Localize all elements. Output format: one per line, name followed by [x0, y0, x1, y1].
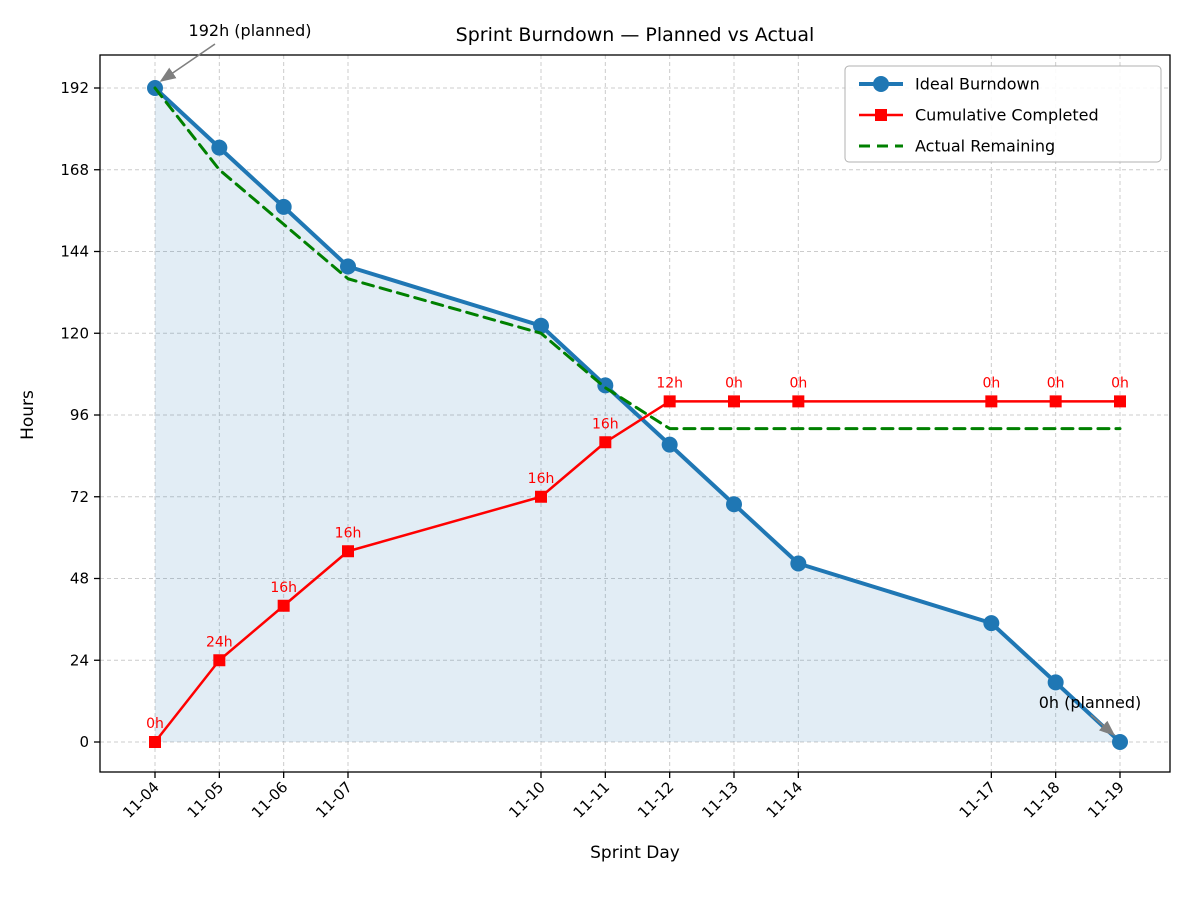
cumulative-completed-marker: [535, 490, 547, 503]
y-tick-label: 168: [60, 161, 89, 179]
cumulative-completed-point-label: 0h: [1047, 375, 1065, 391]
x-tick-label: 11-17: [956, 778, 1000, 822]
y-tick-label: 72: [70, 488, 89, 506]
legend-marker-square: [875, 109, 887, 121]
chart-title: Sprint Burndown — Planned vs Actual: [455, 24, 815, 46]
cumulative-completed-point-label: 0h: [146, 716, 164, 732]
cumulative-completed-marker: [149, 736, 161, 748]
legend-label: Ideal Burndown: [915, 75, 1040, 94]
actual-remaining-line: [153, 86, 1122, 431]
cumulative-completed-marker: [1049, 395, 1062, 408]
ideal-burndown-marker: [790, 555, 807, 572]
y-tick-label: 96: [70, 406, 89, 424]
annotation-arrow: [159, 43, 216, 82]
cumulative-completed-point-label: 16h: [528, 471, 555, 487]
ideal-burndown-marker: [1112, 734, 1128, 750]
x-tick-label: 11-11: [570, 778, 614, 822]
x-tick-label: 11-10: [505, 778, 549, 822]
y-tick-label: 24: [70, 651, 89, 669]
cumulative-completed-marker: [792, 395, 805, 408]
cumulative-completed-marker: [599, 436, 612, 449]
cumulative-completed-point-label: 16h: [592, 416, 619, 432]
x-tick-label: 11-07: [312, 778, 356, 822]
y-tick-label: 144: [60, 243, 89, 261]
x-tick-label: 11-05: [184, 778, 228, 822]
cumulative-completed-line: [153, 400, 1122, 744]
x-tick-label: 11-13: [698, 778, 742, 822]
x-tick-label: 11-19: [1084, 778, 1128, 822]
x-tick-label: 11-14: [763, 778, 807, 822]
y-tick-label: 120: [60, 324, 89, 342]
cumulative-completed-marker: [213, 654, 226, 667]
cumulative-completed-marker: [728, 395, 740, 408]
x-axis-label: Sprint Day: [590, 843, 680, 863]
cumulative-completed-marker: [985, 395, 998, 408]
y-tick-label: 0: [79, 733, 89, 751]
cumulative-completed-marker: [342, 545, 354, 558]
x-tick-label: 11-04: [119, 778, 163, 822]
ideal-burndown-marker: [275, 198, 292, 215]
cumulative-completed-point-label: 0h: [982, 375, 1000, 391]
legend-marker-circle: [873, 76, 889, 92]
cumulative-completed-point-label: 16h: [270, 580, 297, 596]
annotation-text: 0h (planned): [1039, 693, 1142, 712]
ideal-burndown-marker: [726, 496, 742, 513]
cumulative-completed-point-label: 0h: [789, 375, 807, 391]
cumulative-completed-point-label: 0h: [1111, 375, 1129, 391]
y-tick-label: 48: [70, 570, 89, 588]
y-tick-label: 192: [60, 79, 89, 97]
cumulative-completed-marker: [663, 395, 676, 408]
x-tick-label: 11-12: [634, 778, 678, 822]
cumulative-completed-marker: [1114, 395, 1126, 408]
plot-border: [99, 54, 1171, 773]
annotation-text: 192h (planned): [189, 21, 312, 40]
ideal-burndown-line: [153, 86, 1122, 744]
x-tick-label: 11-06: [248, 778, 292, 822]
legend-label: Cumulative Completed: [915, 106, 1099, 125]
legend-label: Actual Remaining: [915, 137, 1055, 156]
ideal-burndown-marker: [1047, 674, 1064, 691]
cumulative-completed-point-label: 16h: [335, 525, 362, 541]
cumulative-completed-point-label: 24h: [206, 634, 233, 650]
cumulative-completed-point-label: 12h: [656, 375, 683, 391]
annotation-arrow: [1090, 714, 1116, 737]
cumulative-completed-marker: [277, 599, 290, 612]
ideal-burndown-marker: [211, 139, 228, 156]
x-tick-label: 11-18: [1020, 778, 1064, 822]
ideal-burndown-marker: [533, 317, 549, 334]
ideal-burndown-marker: [340, 258, 356, 275]
ideal-burndown-marker: [983, 615, 1000, 632]
cumulative-completed-point-label: 0h: [725, 375, 743, 391]
ideal-burndown-marker: [661, 436, 678, 453]
legend-box: [844, 65, 1162, 163]
